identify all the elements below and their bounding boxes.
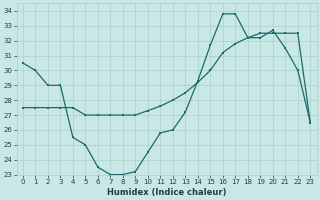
X-axis label: Humidex (Indice chaleur): Humidex (Indice chaleur) — [107, 188, 226, 197]
